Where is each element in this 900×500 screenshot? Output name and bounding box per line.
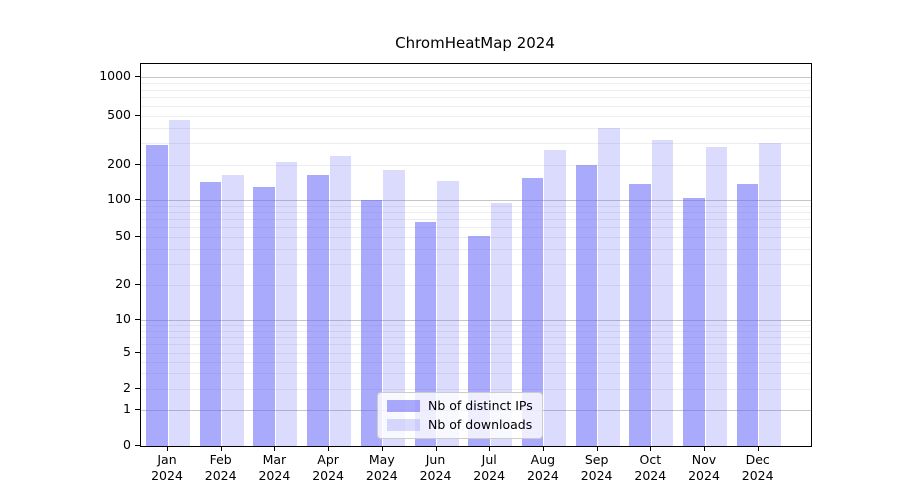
y-tick-mark bbox=[135, 115, 140, 116]
bar-sep-ips bbox=[575, 164, 598, 446]
y-tick-mark bbox=[135, 319, 140, 320]
x-tick-mark bbox=[704, 446, 705, 451]
bar-apr-ips bbox=[307, 175, 329, 446]
bar-nov-ips bbox=[683, 197, 705, 446]
bar-may-ips bbox=[360, 200, 383, 446]
x-tick-label: Aug 2024 bbox=[526, 452, 559, 483]
major-gridline bbox=[141, 200, 811, 201]
legend-label: Nb of downloads bbox=[428, 417, 533, 432]
y-tick-mark bbox=[135, 388, 140, 389]
bar-aug-ips bbox=[521, 177, 544, 446]
y-tick-label: 0 bbox=[123, 437, 131, 452]
x-tick-mark bbox=[381, 446, 383, 451]
minor-gridline bbox=[141, 127, 811, 129]
minor-gridline bbox=[141, 219, 811, 220]
x-tick-mark bbox=[435, 446, 437, 451]
x-tick-mark bbox=[757, 446, 759, 451]
x-tick-label: Dec 2024 bbox=[741, 452, 774, 483]
y-tick-mark bbox=[135, 164, 140, 165]
y-tick-label: 10 bbox=[115, 311, 131, 326]
minor-gridline bbox=[141, 97, 811, 99]
y-tick-label: 1000 bbox=[99, 68, 131, 83]
legend-item: Nb of distinct IPs bbox=[387, 398, 533, 413]
plot-area: Nb of distinct IPs Nb of downloads bbox=[140, 63, 812, 447]
x-tick-label: Jun 2024 bbox=[419, 452, 452, 483]
y-tick-label: 5 bbox=[123, 344, 131, 359]
y-tick-label: 500 bbox=[107, 107, 131, 122]
x-tick-label: Apr 2024 bbox=[312, 452, 344, 483]
y-tick-mark bbox=[135, 76, 140, 77]
minor-gridline bbox=[141, 143, 811, 145]
y-tick-label: 200 bbox=[107, 156, 131, 171]
y-tick-mark bbox=[135, 236, 140, 237]
minor-gridline bbox=[141, 116, 811, 117]
bar-jun-downloads bbox=[437, 181, 459, 446]
bar-jul-downloads bbox=[490, 202, 513, 446]
x-tick-label: Nov 2024 bbox=[688, 452, 720, 483]
major-gridline bbox=[141, 77, 811, 78]
y-tick-mark bbox=[135, 352, 140, 353]
bar-oct-ips bbox=[629, 183, 651, 446]
y-tick-mark bbox=[135, 445, 140, 446]
x-tick-mark bbox=[274, 446, 276, 451]
legend-label: Nb of distinct IPs bbox=[428, 398, 533, 413]
y-tick-label: 20 bbox=[115, 276, 131, 291]
chart-title: ChromHeatMap 2024 bbox=[395, 34, 555, 52]
bar-jan-ips bbox=[146, 145, 168, 446]
x-tick-label: Sep 2024 bbox=[580, 452, 613, 483]
bar-mar-downloads bbox=[275, 162, 298, 446]
x-tick-mark bbox=[542, 446, 544, 451]
x-tick-label: Jul 2024 bbox=[473, 452, 506, 483]
bar-feb-ips bbox=[199, 181, 222, 446]
legend-item: Nb of downloads bbox=[387, 417, 533, 432]
legend-swatch-icon bbox=[387, 399, 420, 412]
y-tick-mark bbox=[135, 284, 140, 285]
y-tick-label: 100 bbox=[107, 191, 131, 206]
x-tick-label: Jan 2024 bbox=[151, 452, 183, 483]
x-tick-mark bbox=[328, 446, 330, 451]
y-tick-label: 2 bbox=[123, 380, 131, 395]
minor-gridline bbox=[141, 105, 811, 107]
y-tick-mark bbox=[135, 199, 140, 200]
y-tick-label: 1 bbox=[123, 401, 131, 416]
minor-gridline bbox=[141, 211, 811, 213]
minor-gridline bbox=[141, 89, 811, 91]
y-tick-mark bbox=[135, 409, 140, 410]
bar-dec-ips bbox=[736, 184, 759, 446]
x-tick-mark bbox=[650, 446, 652, 451]
bar-dec-downloads bbox=[759, 142, 781, 446]
x-tick-label: Mar 2024 bbox=[258, 452, 291, 483]
x-tick-mark bbox=[220, 446, 222, 451]
bar-oct-downloads bbox=[651, 139, 674, 446]
minor-gridline bbox=[141, 165, 811, 166]
bar-nov-downloads bbox=[705, 147, 727, 446]
x-tick-mark bbox=[596, 446, 598, 451]
bar-jan-downloads bbox=[168, 119, 190, 446]
minor-gridline bbox=[141, 82, 811, 84]
y-tick-label: 50 bbox=[115, 228, 131, 243]
minor-gridline bbox=[141, 227, 811, 229]
x-tick-mark bbox=[167, 446, 168, 451]
bar-jun-ips bbox=[414, 222, 436, 446]
x-tick-label: Feb 2024 bbox=[204, 452, 237, 483]
x-tick-mark bbox=[489, 446, 491, 451]
bar-may-downloads bbox=[383, 170, 405, 446]
bar-apr-downloads bbox=[329, 155, 352, 446]
bar-aug-downloads bbox=[544, 150, 566, 446]
bar-sep-downloads bbox=[598, 127, 620, 446]
x-tick-label: Oct 2024 bbox=[634, 452, 667, 483]
legend-swatch-icon bbox=[387, 418, 420, 431]
minor-gridline bbox=[141, 205, 811, 207]
bar-mar-ips bbox=[253, 186, 275, 446]
bar-feb-downloads bbox=[222, 174, 244, 446]
x-tick-label: May 2024 bbox=[365, 452, 398, 483]
legend: Nb of distinct IPs Nb of downloads bbox=[377, 392, 543, 439]
